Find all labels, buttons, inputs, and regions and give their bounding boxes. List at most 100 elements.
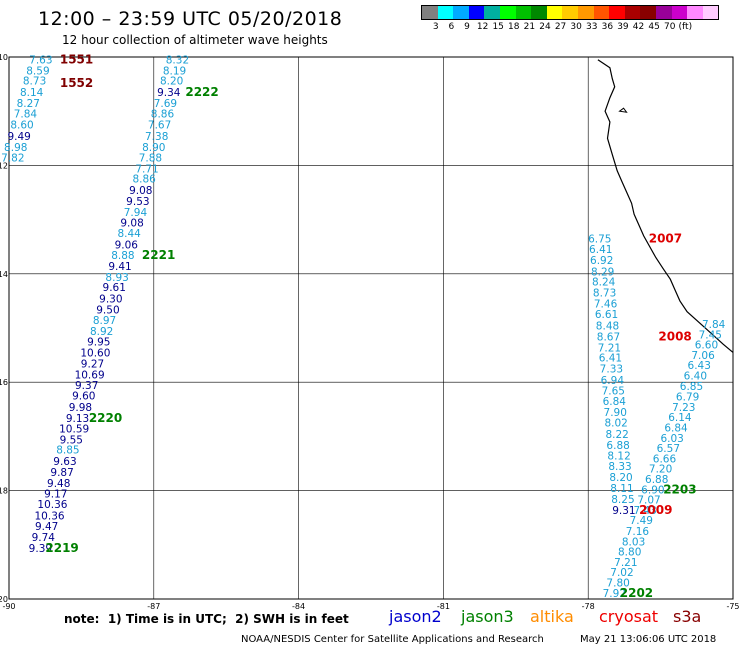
wave-height-value: 8.03 (622, 536, 645, 548)
footer-timestamp: May 21 13:06:06 UTC 2018 (580, 634, 717, 645)
island-outline (618, 107, 628, 113)
wave-height-value: 8.33 (608, 461, 631, 473)
wave-height-value: 9.08 (120, 218, 143, 230)
wave-height-value: 6.41 (599, 353, 622, 365)
wave-height-value: 7.16 (626, 526, 650, 538)
pass-number-label: 2007 (649, 231, 682, 245)
wave-height-value: 9.30 (99, 294, 122, 306)
wave-height-value: 9.50 (96, 304, 119, 316)
wave-height-value: 9.41 (108, 261, 131, 273)
wave-height-value: 7.65 (602, 386, 625, 398)
wave-height-value: 7.84 (702, 319, 726, 331)
wave-height-value: 8.88 (111, 250, 134, 262)
scale-swatch (499, 6, 516, 19)
scale-swatch (655, 6, 672, 19)
wave-height-value: 7.21 (598, 342, 621, 354)
scale-label: 33 (586, 22, 598, 32)
wave-height-value: 7.82 (1, 153, 24, 165)
wave-height-value: 9.95 (87, 336, 110, 348)
lat-tick-label: -10 (0, 53, 8, 62)
wave-height-value: 8.27 (17, 98, 40, 110)
wave-height-value: 7.06 (691, 350, 715, 362)
wave-height-value: 7.45 (699, 329, 722, 341)
wave-height-value: 7.84 (14, 109, 38, 121)
wave-height-value: 8.12 (607, 451, 630, 463)
map-grid: -10 -12 -14 -16 -18 -20-90 -87 -84 -81 -78 -75 (0, 53, 740, 611)
wave-height-value: 7.90 (604, 407, 627, 419)
wave-height-value: 7.67 (148, 120, 171, 132)
wave-height-value: 8.90 (142, 142, 165, 154)
scale-swatch (671, 6, 688, 19)
wave-height-value: 6.40 (684, 370, 707, 382)
scale-swatch (468, 6, 485, 19)
wave-height-value: 7.02 (610, 567, 633, 579)
wave-height-value: 7.71 (135, 163, 158, 175)
wave-height-value: 7.92 (603, 588, 626, 600)
wave-height-value: 6.88 (606, 440, 629, 452)
scale-label: 18 (508, 22, 520, 32)
wave-height-value: 8.48 (596, 321, 619, 333)
scale-swatch (640, 6, 656, 19)
wave-height-value: 6.90 (641, 484, 664, 496)
wave-height-value: 7.38 (145, 131, 168, 143)
wave-height-value: 8.25 (611, 494, 634, 506)
lon-tick-label: -78 (582, 602, 595, 611)
pass-number-label: 1551 (60, 53, 93, 67)
wave-height-value: 8.44 (117, 228, 141, 240)
wave-height-value: 7.63 (29, 55, 52, 67)
wave-height-value: 7.33 (600, 363, 623, 375)
scale-label: 9 (464, 22, 470, 32)
pass-number-label: 2203 (663, 482, 696, 496)
pass-number-label: 1552 (60, 76, 93, 90)
wave-height-value: 9.87 (50, 467, 73, 479)
wave-height-value: 9.98 (69, 402, 92, 414)
satellite-legend-cryosat: cryosat (599, 607, 659, 626)
wave-height-value: 9.27 (81, 359, 104, 371)
wave-height-value: 9.31 (612, 505, 635, 517)
wave-height-value: 6.92 (590, 255, 613, 267)
scale-label: 36 (601, 22, 614, 32)
wave-height-value: 9.53 (126, 196, 149, 208)
wave-height-value: 7.46 (594, 298, 618, 310)
wave-height-value: 9.49 (7, 131, 30, 143)
wave-height-value: 6.60 (695, 340, 718, 352)
scale-swatch (515, 6, 532, 19)
scale-label: 27 (554, 22, 567, 32)
wave-height-marks: 7.638.598.738.148.277.848.609.498.987.82… (1, 55, 726, 600)
wave-height-value: 10.60 (80, 348, 110, 360)
wave-height-value: 6.61 (595, 309, 618, 321)
wave-height-value: 6.03 (660, 433, 683, 445)
wave-height-value: 8.29 (591, 266, 614, 278)
scale-swatch (546, 6, 563, 19)
scale-label: 15 (492, 22, 504, 32)
wave-height-value: 8.97 (93, 315, 116, 327)
wave-height-value: 7.69 (154, 98, 177, 110)
wave-height-value: 9.06 (115, 239, 139, 251)
wave-height-value: 8.02 (604, 418, 627, 430)
lat-tick-label: -20 (0, 595, 8, 604)
wave-height-value: 9.39 (29, 543, 52, 555)
lon-tick-label: -84 (292, 602, 305, 611)
wave-height-value: 7.43 (633, 505, 656, 517)
wave-height-value: 9.08 (129, 185, 152, 197)
lat-tick-label: -14 (0, 270, 8, 279)
wave-height-value: 6.75 (588, 233, 611, 245)
wave-height-value: 8.20 (609, 472, 632, 484)
map-subtitle: 12 hour collection of altimeter wave hei… (62, 33, 328, 47)
footnote: note: 1) Time is in UTC; 2) SWH is in fe… (64, 612, 349, 626)
satellite-legend-jason3: jason3 (461, 607, 514, 626)
coastline (597, 59, 734, 353)
pass-number-label: 2008 (658, 329, 691, 343)
wave-height-value: 6.79 (676, 392, 699, 404)
scale-label: 30 (570, 22, 582, 32)
wave-height-value: 7.94 (124, 207, 148, 219)
satellite-legend-jason2: jason2 (389, 607, 442, 626)
wave-height-value: 9.61 (103, 282, 126, 294)
color-scale-legend: 3 6 9 12 15 18 21 24 27 30 33 36 39 42 45 70 (ft) (421, 5, 720, 32)
lat-tick-label: -12 (0, 161, 8, 170)
wave-height-value: 7.88 (139, 153, 162, 165)
scale-label: 42 (632, 22, 645, 32)
scale-swatch (577, 6, 594, 19)
scale-swatch (702, 6, 719, 19)
